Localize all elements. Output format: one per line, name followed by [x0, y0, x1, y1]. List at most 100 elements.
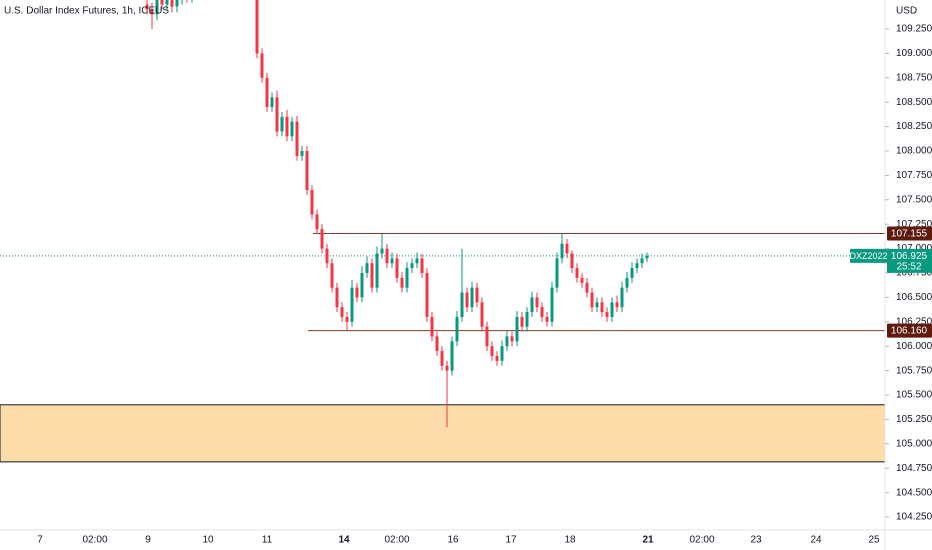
candle-body — [325, 248, 329, 264]
candle-body — [420, 258, 424, 274]
candle-body — [540, 307, 544, 317]
candle-body — [390, 258, 394, 264]
candle-body — [395, 258, 399, 278]
candle-body — [455, 316, 459, 342]
x-tick-label: 18 — [564, 535, 576, 546]
candle-body — [305, 150, 309, 191]
candle-body — [380, 248, 384, 254]
candle-body — [605, 312, 609, 317]
candle-body — [375, 253, 379, 288]
candle-body — [425, 273, 429, 317]
x-tick-label: 14 — [338, 535, 350, 546]
candle-body — [155, 0, 159, 15]
candle-body — [360, 273, 364, 298]
candle-body — [290, 121, 294, 137]
x-tick-label: 10 — [202, 535, 214, 546]
candle-body — [445, 365, 449, 371]
candle-body — [575, 268, 579, 278]
candle-body — [405, 268, 409, 288]
y-tick-label: 107.000 — [896, 243, 932, 254]
candle-body — [525, 312, 529, 327]
symbol-label: DXZ2022 — [849, 251, 887, 261]
y-tick-label: 105.750 — [896, 365, 932, 376]
candle-body — [280, 116, 284, 132]
candle-body — [515, 316, 519, 342]
x-tick-label: 02:00 — [689, 535, 714, 546]
chart-title: U.S. Dollar Index Futures, 1h, ICEUS — [4, 6, 169, 17]
candle-body — [275, 97, 279, 132]
candle-body — [320, 229, 324, 249]
y-tick-label: 104.250 — [896, 512, 932, 523]
candle-body — [520, 316, 524, 327]
y-tick-label: 109.000 — [896, 48, 932, 59]
candle-body — [565, 243, 569, 254]
candle-body — [175, 0, 179, 7]
candle-body — [635, 263, 639, 269]
candle-body — [595, 302, 599, 308]
last-price-label: 106.925 — [891, 251, 928, 262]
candle-body — [545, 316, 549, 322]
support-zone — [0, 404, 885, 463]
candle-body — [625, 277, 629, 288]
countdown-label: 25:52 — [896, 262, 921, 273]
level-label: 106.160 — [891, 326, 928, 337]
candle-body — [495, 355, 499, 361]
x-tick-label: 23 — [750, 535, 762, 546]
x-tick-label: 11 — [262, 535, 273, 546]
candle-body — [330, 263, 334, 288]
last-price-box — [887, 248, 932, 273]
candle-body — [255, 0, 259, 54]
candle-body — [270, 97, 274, 108]
x-tick-label: 7 — [37, 535, 43, 546]
candle-body — [340, 307, 344, 317]
candle-body — [370, 263, 374, 288]
candle-body — [450, 341, 454, 371]
y-tick-label: 106.500 — [896, 292, 932, 303]
y-tick-label: 105.000 — [896, 438, 932, 449]
y-tick-label: 106.250 — [896, 316, 932, 327]
x-tick-label: 24 — [810, 535, 822, 546]
y-tick-label: 107.250 — [896, 219, 932, 230]
y-tick-label: 109.250 — [896, 24, 932, 35]
candle-body — [610, 302, 614, 317]
candle-body — [165, 0, 169, 5]
candle-body — [535, 297, 539, 308]
level-label: 107.155 — [891, 229, 928, 240]
y-tick-label: 108.000 — [896, 146, 932, 157]
x-tick-label: 17 — [505, 535, 517, 546]
candle-body — [295, 121, 299, 156]
candle-body — [265, 77, 269, 108]
candle-body — [490, 346, 494, 356]
candle-body — [475, 287, 479, 303]
y-tick-label: 105.500 — [896, 390, 932, 401]
candle-body — [365, 263, 369, 274]
candle-body — [585, 282, 589, 293]
candle-body — [170, 0, 174, 7]
candle-body — [620, 287, 624, 308]
candle-body — [470, 287, 474, 308]
candle-body — [260, 53, 264, 78]
symbol-label-box — [850, 248, 887, 263]
candle-body — [500, 346, 504, 361]
candle-body — [300, 150, 304, 156]
candle-body — [505, 336, 509, 347]
x-tick-label: 21 — [642, 535, 654, 546]
y-tick-label: 105.250 — [896, 414, 932, 425]
level-label-box — [887, 226, 932, 241]
candle-body — [550, 287, 554, 322]
candle-body — [640, 258, 644, 264]
y-tick-label: 106.000 — [896, 341, 932, 352]
candle-body — [645, 255, 649, 259]
x-tick-label: 25 — [868, 535, 880, 546]
plot-area — [0, 0, 885, 463]
level-label-box — [887, 323, 932, 338]
y-tick-label: 108.750 — [896, 72, 932, 83]
y-tick-label: 104.750 — [896, 463, 932, 474]
currency-label: USD — [896, 6, 917, 17]
candle-body — [600, 302, 604, 313]
candle-body — [150, 9, 154, 15]
candle-body — [555, 258, 559, 288]
candle-body — [440, 351, 444, 366]
